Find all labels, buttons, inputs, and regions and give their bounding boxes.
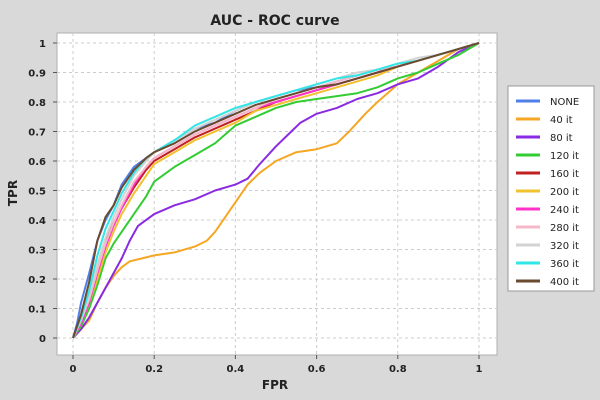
legend-label-400-it: 400 it xyxy=(550,277,579,288)
legend: NONE 40 it 80 it 120 it 160 it 200 it 240 it 28… xyxy=(507,85,595,292)
legend-label-40-it: 40 it xyxy=(550,115,573,126)
series-line-360-it xyxy=(72,42,480,339)
y-tick-label: 0.4 xyxy=(28,216,46,227)
y-axis-label: TPR xyxy=(6,180,20,206)
chart-title: AUC - ROC curve xyxy=(210,13,339,29)
legend-label-240-it: 240 it xyxy=(550,205,579,216)
x-tick-label: 0.8 xyxy=(389,364,407,375)
x-tick-label: 1 xyxy=(476,364,483,375)
x-tick-label: 0.2 xyxy=(145,364,163,375)
y-tick-label: 0.9 xyxy=(28,69,46,80)
y-tick-label: 0.5 xyxy=(28,187,46,198)
x-tick-label: 0.6 xyxy=(308,364,326,375)
y-tick-label: 0.7 xyxy=(28,128,46,139)
legend-label-120-it: 120 it xyxy=(550,151,579,162)
y-tick-label: 0.1 xyxy=(28,305,46,316)
x-axis-label: FPR xyxy=(262,378,288,392)
series-line-400-it xyxy=(72,42,480,339)
plot-area xyxy=(56,32,498,356)
legend-label-200-it: 200 it xyxy=(550,187,579,198)
y-tick-label: 1 xyxy=(39,39,46,50)
series-lines xyxy=(72,42,480,339)
legend-label-none: NONE xyxy=(550,97,579,108)
y-axis-ticks: 0 0.1 0.2 0.3 0.4 0.5 0.6 0.7 0.8 0.9 1 xyxy=(28,39,57,345)
series-line-80-it xyxy=(72,42,480,339)
y-tick-label: 0.3 xyxy=(28,246,46,257)
legend-label-360-it: 360 it xyxy=(550,259,579,270)
legend-label-320-it: 320 it xyxy=(550,241,579,252)
y-tick-label: 0.6 xyxy=(28,157,46,168)
y-tick-label: 0 xyxy=(39,334,46,345)
grid xyxy=(57,33,497,355)
legend-label-80-it: 80 it xyxy=(550,133,573,144)
series-line-40-it xyxy=(72,42,480,339)
y-tick-label: 0.2 xyxy=(28,275,46,286)
x-tick-label: 0.4 xyxy=(227,364,245,375)
y-tick-label: 0.8 xyxy=(28,98,46,109)
legend-label-160-it: 160 it xyxy=(550,169,579,180)
series-line-120-it xyxy=(72,42,480,339)
x-axis-ticks: 0 0.2 0.4 0.6 0.8 1 xyxy=(70,355,483,375)
x-tick-label: 0 xyxy=(70,364,77,375)
legend-label-280-it: 280 it xyxy=(550,223,579,234)
